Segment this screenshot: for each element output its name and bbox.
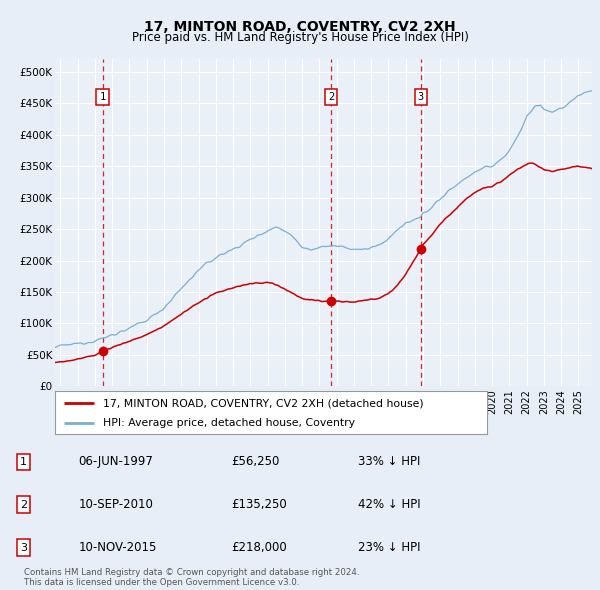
Text: 1: 1 [20,457,27,467]
Text: 06-JUN-1997: 06-JUN-1997 [78,455,153,468]
Text: Contains HM Land Registry data © Crown copyright and database right 2024.
This d: Contains HM Land Registry data © Crown c… [24,568,359,587]
Text: 10-NOV-2015: 10-NOV-2015 [78,541,157,554]
Text: 17, MINTON ROAD, COVENTRY, CV2 2XH: 17, MINTON ROAD, COVENTRY, CV2 2XH [144,20,456,34]
Text: £135,250: £135,250 [231,499,287,512]
Text: 3: 3 [20,543,27,553]
Text: £218,000: £218,000 [231,541,287,554]
Text: 42% ↓ HPI: 42% ↓ HPI [358,499,420,512]
Text: 3: 3 [418,92,424,102]
Text: 2: 2 [20,500,27,510]
Text: 17, MINTON ROAD, COVENTRY, CV2 2XH (detached house): 17, MINTON ROAD, COVENTRY, CV2 2XH (deta… [103,398,424,408]
Text: Price paid vs. HM Land Registry's House Price Index (HPI): Price paid vs. HM Land Registry's House … [131,31,469,44]
Text: 1: 1 [100,92,106,102]
Text: 33% ↓ HPI: 33% ↓ HPI [358,455,420,468]
Text: 10-SEP-2010: 10-SEP-2010 [78,499,153,512]
Text: HPI: Average price, detached house, Coventry: HPI: Average price, detached house, Cove… [103,418,355,428]
Text: £56,250: £56,250 [231,455,279,468]
Text: 23% ↓ HPI: 23% ↓ HPI [358,541,420,554]
Text: 2: 2 [328,92,334,102]
